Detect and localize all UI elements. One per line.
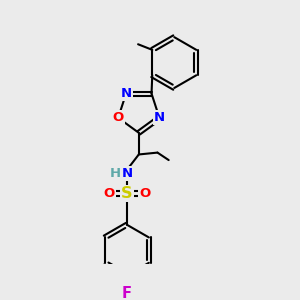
Text: O: O (103, 187, 115, 200)
Text: O: O (112, 111, 124, 124)
Text: S: S (121, 186, 133, 201)
Text: N: N (154, 111, 165, 124)
Text: N: N (121, 167, 132, 180)
Text: O: O (139, 187, 150, 200)
Text: H: H (110, 167, 121, 180)
Text: N: N (121, 87, 132, 100)
Text: F: F (122, 286, 132, 300)
